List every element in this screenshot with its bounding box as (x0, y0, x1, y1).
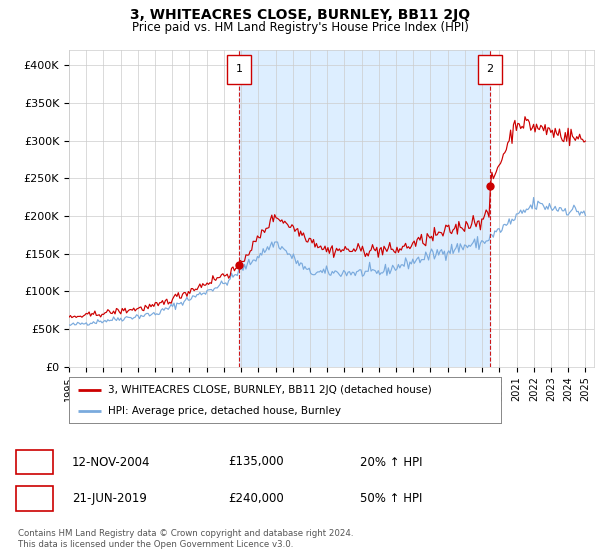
Text: £240,000: £240,000 (228, 492, 284, 505)
Text: 3, WHITEACRES CLOSE, BURNLEY, BB11 2JQ: 3, WHITEACRES CLOSE, BURNLEY, BB11 2JQ (130, 8, 470, 22)
Text: 2: 2 (487, 64, 494, 74)
FancyBboxPatch shape (478, 55, 502, 83)
Text: 12-NOV-2004: 12-NOV-2004 (72, 455, 151, 469)
Text: 1: 1 (235, 64, 242, 74)
Text: 21-JUN-2019: 21-JUN-2019 (72, 492, 147, 505)
Bar (239, 50, 490, 367)
Text: Price paid vs. HM Land Registry's House Price Index (HPI): Price paid vs. HM Land Registry's House … (131, 21, 469, 34)
Text: £135,000: £135,000 (228, 455, 284, 469)
FancyBboxPatch shape (227, 55, 251, 83)
Text: 2: 2 (30, 492, 39, 505)
Text: 3, WHITEACRES CLOSE, BURNLEY, BB11 2JQ (detached house): 3, WHITEACRES CLOSE, BURNLEY, BB11 2JQ (… (108, 385, 431, 395)
Text: 50% ↑ HPI: 50% ↑ HPI (360, 492, 422, 505)
Text: 20% ↑ HPI: 20% ↑ HPI (360, 455, 422, 469)
Text: 1: 1 (30, 455, 39, 469)
Text: Contains HM Land Registry data © Crown copyright and database right 2024.
This d: Contains HM Land Registry data © Crown c… (18, 529, 353, 549)
Text: HPI: Average price, detached house, Burnley: HPI: Average price, detached house, Burn… (108, 407, 341, 416)
